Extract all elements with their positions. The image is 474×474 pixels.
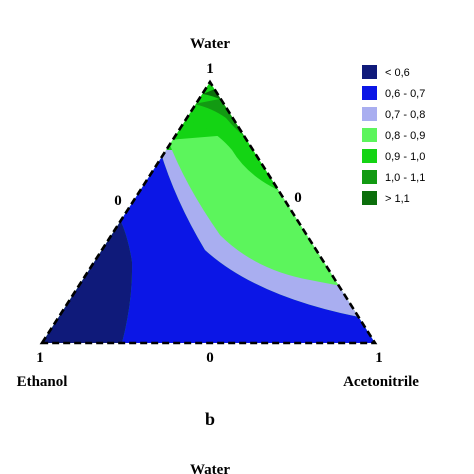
legend-label: 0,9 - 1,0: [385, 151, 425, 163]
next-panel-title: Water: [190, 462, 230, 474]
legend-swatch: [362, 128, 377, 142]
legend-label: < 0,6: [385, 67, 410, 79]
tick-right-vertex: 1: [375, 350, 383, 366]
vertex-label-acetonitrile: Acetonitrile: [343, 374, 419, 390]
legend-item: > 1,1: [362, 191, 410, 205]
legend-item: 1,0 - 1,1: [362, 170, 425, 184]
legend-label: > 1,1: [385, 193, 410, 205]
legend-swatch: [362, 107, 377, 121]
tick-bottom-mid: 0: [206, 350, 214, 366]
legend-label: 0,7 - 0,8: [385, 109, 425, 121]
legend-label: 0,6 - 0,7: [385, 88, 425, 100]
legend-item: < 0,6: [362, 65, 410, 79]
legend: < 0,6 0,6 - 0,7 0,7 - 0,8 0,8 - 0,9 0,9 …: [362, 65, 425, 205]
legend-swatch: [362, 65, 377, 79]
legend-swatch: [362, 149, 377, 163]
legend-label: 1,0 - 1,1: [385, 172, 425, 184]
legend-swatch: [362, 86, 377, 100]
vertex-label-ethanol: Ethanol: [17, 374, 68, 390]
triangle-frame: [39, 79, 378, 345]
legend-label: 0,8 - 0,9: [385, 130, 425, 142]
tick-left-mid: 0: [114, 193, 122, 209]
legend-swatch: [362, 170, 377, 184]
tick-right-mid: 0: [294, 190, 302, 206]
legend-swatch: [362, 191, 377, 205]
vertex-label-water: Water: [190, 36, 230, 52]
panel-label: b: [205, 409, 215, 429]
legend-item: 0,7 - 0,8: [362, 107, 425, 121]
tick-top-vertex: 1: [206, 61, 214, 77]
legend-item: 0,6 - 0,7: [362, 86, 425, 100]
legend-item: 0,8 - 0,9: [362, 128, 425, 142]
tick-left-vertex: 1: [36, 350, 44, 366]
legend-item: 0,9 - 1,0: [362, 149, 425, 163]
region-0-6-0-7-band: [118, 150, 375, 343]
